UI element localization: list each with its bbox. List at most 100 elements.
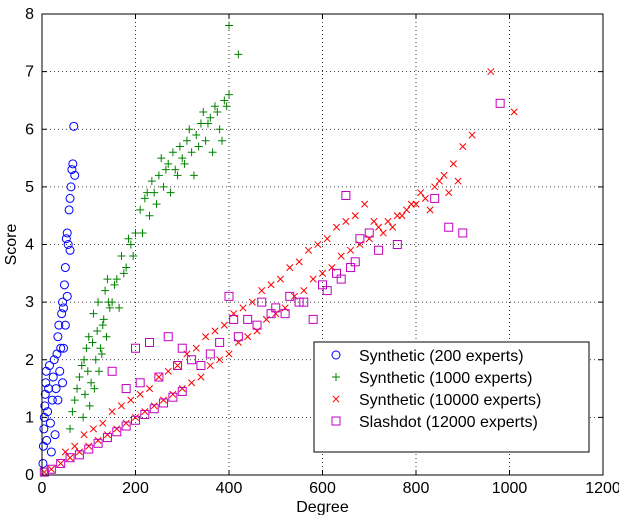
legend-label: Synthetic (1000 experts): [359, 370, 532, 387]
data-point: [431, 183, 439, 191]
data-point: [124, 234, 133, 243]
data-point: [63, 240, 73, 249]
data-point: [47, 465, 55, 473]
data-point: [318, 269, 327, 277]
data-point: [75, 448, 83, 456]
data-point: [99, 315, 108, 324]
data-point: [84, 444, 94, 454]
data-point: [141, 408, 149, 416]
y-tick-label: 2: [25, 352, 34, 369]
data-point: [70, 170, 80, 180]
data-point: [107, 366, 117, 376]
data-point: [94, 436, 102, 444]
series-2: [66, 21, 243, 433]
legend: Synthetic (200 experts) Synthetic (1000 e…: [313, 341, 590, 453]
data-point: [140, 409, 150, 419]
data-point: [379, 229, 387, 237]
data-point: [257, 297, 267, 307]
series-4: [39, 98, 505, 477]
data-point: [215, 337, 225, 347]
data-point: [147, 177, 156, 186]
data-point: [93, 438, 103, 448]
data-point: [102, 332, 111, 341]
data-point: [129, 252, 138, 261]
legend-marker: [331, 416, 341, 426]
data-point: [68, 159, 78, 169]
data-point: [189, 171, 198, 180]
data-point: [46, 464, 56, 474]
data-point: [102, 433, 112, 443]
data-point: [127, 396, 135, 404]
data-point: [60, 320, 70, 330]
data-point: [175, 142, 184, 151]
data-point: [252, 320, 262, 330]
data-point: [234, 50, 243, 59]
data-point: [202, 333, 210, 341]
data-point: [459, 142, 467, 151]
data-point: [285, 291, 295, 301]
data-point: [103, 275, 112, 284]
data-point: [66, 182, 76, 192]
data-point: [56, 458, 66, 468]
data-point: [194, 142, 203, 151]
x-tick-label: 0: [38, 480, 47, 497]
data-point: [110, 280, 119, 289]
data-point: [211, 327, 219, 335]
data-point: [87, 378, 96, 387]
data-point: [216, 356, 224, 364]
data-point: [46, 447, 56, 457]
data-point: [103, 431, 112, 439]
data-point: [286, 263, 294, 272]
data-point: [126, 240, 135, 249]
data-point: [136, 205, 145, 214]
data-point: [44, 384, 54, 394]
data-point: [93, 326, 102, 335]
data-point: [164, 367, 172, 375]
data-point: [96, 344, 105, 353]
data-point: [201, 136, 210, 145]
x-tick-label: 200: [122, 480, 149, 497]
data-point: [174, 361, 182, 370]
data-point: [159, 396, 168, 404]
data-point: [197, 373, 205, 381]
data-point: [196, 361, 206, 371]
data-point: [276, 275, 284, 283]
data-point: [155, 373, 163, 381]
data-point: [220, 321, 228, 329]
legend-item: Synthetic (1000 experts): [332, 370, 532, 387]
data-point: [341, 191, 351, 201]
data-point: [295, 258, 303, 266]
data-point: [351, 212, 359, 220]
data-point: [468, 131, 476, 139]
data-point: [47, 395, 57, 405]
data-point: [178, 154, 187, 163]
data-point: [113, 425, 121, 433]
data-point: [62, 228, 72, 238]
data-point: [205, 349, 215, 359]
data-point: [121, 384, 131, 394]
data-point: [384, 217, 392, 226]
data-point: [206, 113, 215, 122]
data-point: [58, 378, 68, 388]
data-point: [150, 402, 158, 410]
data-point: [266, 309, 276, 319]
data-point: [68, 407, 77, 416]
data-point: [309, 275, 317, 283]
legend-item: Synthetic (200 experts): [331, 348, 524, 365]
points-layer: [38, 21, 518, 477]
data-point: [45, 418, 55, 428]
data-point: [215, 125, 224, 134]
y-tick-label: 3: [25, 294, 34, 311]
data-point: [104, 298, 113, 307]
data-point: [213, 107, 222, 116]
data-point: [314, 240, 322, 249]
data-point: [225, 350, 233, 358]
data-point: [229, 314, 239, 324]
data-point: [445, 189, 453, 197]
data-point: [332, 223, 341, 231]
data-point: [59, 280, 69, 290]
legend-marker: [332, 395, 340, 403]
data-point: [83, 367, 92, 376]
data-point: [417, 189, 425, 197]
data-point: [458, 228, 468, 238]
